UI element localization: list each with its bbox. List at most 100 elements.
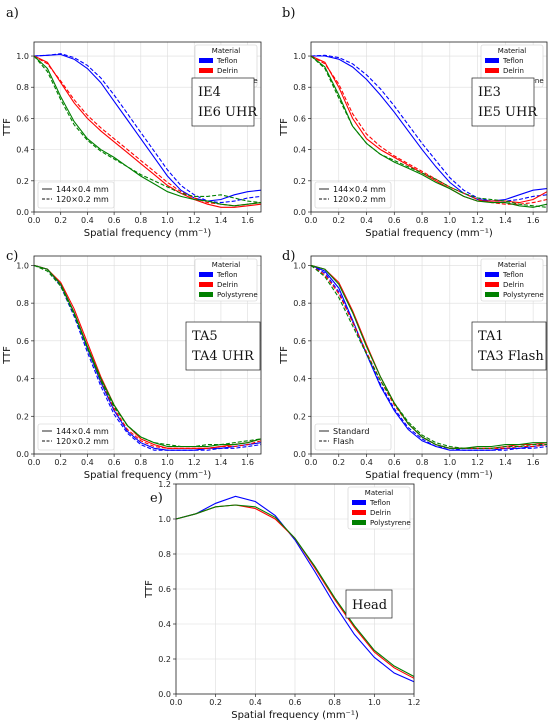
protocol-annotation: Head xyxy=(345,589,393,619)
series-line-teflon xyxy=(175,495,415,683)
x-tick-label: 0.4 xyxy=(360,458,373,467)
y-tick-label: 1.0 xyxy=(158,515,171,524)
x-tick-label: 0.4 xyxy=(249,698,262,707)
x-tick-label: 1.6 xyxy=(527,216,540,225)
x-tick-label: 0.6 xyxy=(388,458,401,467)
chart-panel: 0.0 0.2 0.4 0.6 0.8 1.0 1.2 0.0 0.2 0.4 0.6 0.8 1.0 1… xyxy=(144,480,420,721)
x-tick-label: 0.8 xyxy=(416,216,429,225)
x-tick-label: 1.4 xyxy=(215,458,228,467)
panel-label: a) xyxy=(6,6,19,21)
legend-swatch xyxy=(199,272,213,277)
x-tick-label: 1.0 xyxy=(443,458,456,467)
x-tick-label: 0.6 xyxy=(108,216,121,225)
x-axis-label: Spatial frequency (mm⁻¹) xyxy=(231,710,359,721)
y-tick-label: 0.8 xyxy=(293,83,306,92)
legend-entry: Delrin xyxy=(503,67,524,75)
x-tick-label: 0.2 xyxy=(332,458,345,467)
panel-label: c) xyxy=(6,249,18,264)
x-tick-label: 1.6 xyxy=(241,216,254,225)
y-tick-label: 0.8 xyxy=(293,299,306,308)
series-line-teflon-dashed xyxy=(33,264,262,451)
legend-entry: Teflon xyxy=(502,271,524,279)
x-tick-label: 0.0 xyxy=(305,458,318,467)
legend-title: Material xyxy=(212,261,240,269)
x-tick-label: 0.4 xyxy=(81,216,94,225)
y-tick-label: 0.2 xyxy=(158,655,171,664)
legend-entry: Teflon xyxy=(216,57,238,65)
y-tick-label: 1.2 xyxy=(158,480,171,489)
x-tick-label: 0.4 xyxy=(81,458,94,467)
y-tick-label: 0.2 xyxy=(293,412,306,421)
x-tick-label: 0.8 xyxy=(134,458,147,467)
y-tick-label: 0.6 xyxy=(16,114,29,123)
legend-swatch xyxy=(352,520,366,525)
y-tick-label: 0.8 xyxy=(16,299,29,308)
x-tick-label: 1.2 xyxy=(471,458,484,467)
legend-title: Material xyxy=(498,261,526,269)
x-tick-label: 1.2 xyxy=(471,216,484,225)
x-tick-label: 1.2 xyxy=(408,698,421,707)
x-tick-label: 0.2 xyxy=(332,216,345,225)
chart-panel: 0.0 0.2 0.4 0.6 0.8 1.0 1.2 1.4 1.6 0.0 0.2 0.4 0.6 0… xyxy=(279,249,548,481)
annotation-line: Head xyxy=(352,598,387,613)
x-tick-label: 1.4 xyxy=(499,216,512,225)
x-tick-label: 1.6 xyxy=(527,458,540,467)
plot-frame xyxy=(33,255,262,455)
y-tick-label: 0.0 xyxy=(16,450,29,459)
x-tick-label: 0.0 xyxy=(28,216,41,225)
linestyle-entry: 120×0.2 mm xyxy=(56,437,109,446)
plot-frame xyxy=(175,483,415,695)
annotation-line: TA3 Flash xyxy=(478,349,544,364)
plot-frame xyxy=(33,41,262,213)
series-line-polystyrene-dashed xyxy=(33,264,262,448)
y-tick-label: 0.0 xyxy=(158,690,171,699)
x-tick-label: 0.8 xyxy=(134,216,147,225)
y-tick-label: 0.2 xyxy=(16,177,29,186)
y-tick-label: 1.0 xyxy=(293,261,306,270)
x-tick-label: 0.2 xyxy=(54,216,67,225)
legend-title: Material xyxy=(365,489,393,497)
y-axis-label: TTF xyxy=(279,118,290,137)
x-tick-label: 1.2 xyxy=(188,458,201,467)
series-line-teflon xyxy=(33,53,262,202)
legend-entry: Delrin xyxy=(370,509,391,517)
series-line-delrin xyxy=(33,55,262,208)
series-line-polystyrene xyxy=(33,55,262,207)
panel-label: d) xyxy=(282,249,295,264)
x-tick-label: 0.0 xyxy=(28,458,41,467)
protocol-annotation: IE3 IE5 UHR xyxy=(471,77,538,127)
series-line-delrin-dashed xyxy=(310,264,548,449)
y-tick-label: 0.6 xyxy=(293,114,306,123)
y-tick-label: 0.8 xyxy=(158,550,171,559)
protocol-annotation: IE4 IE6 UHR xyxy=(191,77,258,127)
x-tick-label: 0.6 xyxy=(289,698,302,707)
y-tick-label: 0.0 xyxy=(293,450,306,459)
annotation-line: TA1 xyxy=(478,329,504,344)
x-tick-label: 1.0 xyxy=(161,216,174,225)
y-tick-label: 1.0 xyxy=(293,52,306,61)
legend-entry: Teflon xyxy=(369,499,391,507)
x-tick-label: 0.8 xyxy=(328,698,341,707)
series-line-delrin-dashed xyxy=(310,55,548,205)
linestyle-entry: 144×0.4 mm xyxy=(56,185,109,194)
x-tick-label: 1.4 xyxy=(215,216,228,225)
x-tick-label: 0.4 xyxy=(360,216,373,225)
y-tick-label: 0.2 xyxy=(16,412,29,421)
legend-entry: Teflon xyxy=(216,271,238,279)
legend-swatch xyxy=(485,272,499,277)
y-tick-label: 0.0 xyxy=(293,208,306,217)
y-tick-label: 0.8 xyxy=(16,83,29,92)
panel-label: e) xyxy=(150,491,163,506)
plot-frame xyxy=(310,255,548,455)
series-line-teflon xyxy=(311,55,548,202)
series-line-polystyrene-dashed xyxy=(310,264,547,449)
legend-entry: Delrin xyxy=(217,67,238,75)
series-line-polystyrene-dashed xyxy=(310,55,548,208)
annotation-line: IE6 UHR xyxy=(198,105,258,120)
annotation-line: TA5 xyxy=(192,329,218,344)
x-tick-label: 1.0 xyxy=(368,698,381,707)
legend-swatch xyxy=(352,510,366,515)
